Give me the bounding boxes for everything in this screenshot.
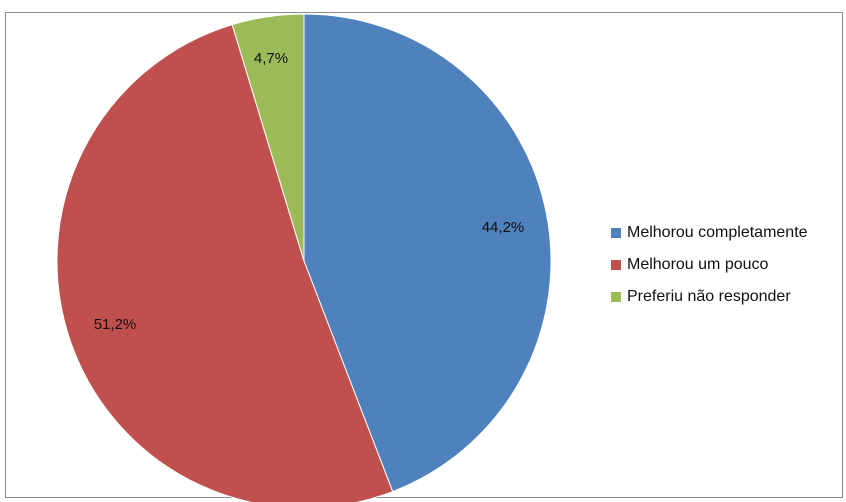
legend-swatch [611,260,621,270]
pie-data-label: 51,2% [94,316,137,333]
legend-item: Melhorou completamente [611,217,808,249]
legend-label: Melhorou um pouco [627,256,769,273]
legend: Melhorou completamente Melhorou um pouco… [611,217,808,313]
pie-slice [303,13,552,493]
legend-item: Preferiu não responder [611,281,808,313]
pie-slice [231,13,305,262]
legend-swatch [611,292,621,302]
legend-item: Melhorou um pouco [611,249,808,281]
pie-slice [56,24,394,502]
legend-label: Preferiu não responder [627,288,791,305]
legend-label: Melhorou completamente [627,224,808,241]
legend-swatch [611,228,621,238]
pie-data-label: 4,7% [254,50,288,67]
pie-slices [56,13,552,502]
pie-data-label: 44,2% [482,219,525,236]
pie-labels: 44,2% 51,2% 4,7% [94,50,525,333]
